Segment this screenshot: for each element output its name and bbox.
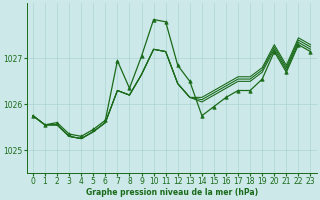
- X-axis label: Graphe pression niveau de la mer (hPa): Graphe pression niveau de la mer (hPa): [86, 188, 258, 197]
